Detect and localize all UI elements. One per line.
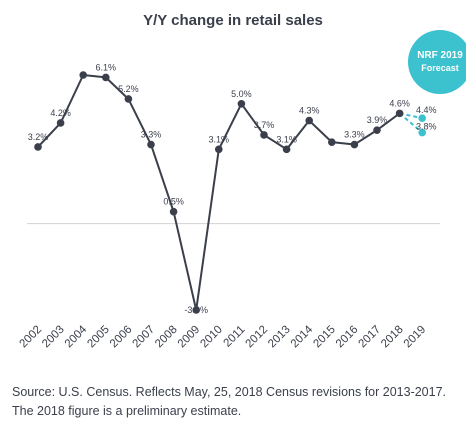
series-line bbox=[37, 74, 401, 311]
data-point-2011 bbox=[237, 99, 246, 108]
x-tick-2004: 2004 bbox=[63, 323, 90, 350]
x-tick-2005: 2005 bbox=[85, 324, 112, 351]
source-line-1: Source: U.S. Census. Reflects May, 25, 2… bbox=[12, 385, 447, 399]
x-tick-2013: 2013 bbox=[266, 324, 293, 351]
data-label-2008: 0.5% bbox=[163, 197, 184, 207]
data-label-2006: 5.2% bbox=[118, 84, 139, 94]
data-point-2015 bbox=[328, 138, 336, 146]
data-point-2009 bbox=[192, 306, 200, 314]
x-tick-2008: 2008 bbox=[153, 324, 180, 351]
data-point-2010 bbox=[215, 145, 223, 154]
data-label-2003: 4.2% bbox=[50, 108, 71, 118]
x-tick-2015: 2015 bbox=[311, 324, 338, 351]
x-tick-2010: 2010 bbox=[198, 324, 225, 351]
data-point-2006 bbox=[124, 95, 133, 103]
forecast-badge-line2: Forecast bbox=[421, 63, 459, 73]
x-tick-2003: 2003 bbox=[40, 324, 67, 351]
data-point-2002 bbox=[34, 143, 42, 151]
x-tick-2006: 2006 bbox=[108, 324, 135, 351]
x-tick-2011: 2011 bbox=[222, 324, 248, 350]
data-label-2009: -3.6% bbox=[184, 305, 208, 315]
data-point-2007 bbox=[147, 140, 155, 149]
data-point-2013 bbox=[282, 145, 291, 154]
data-point-2018 bbox=[395, 109, 404, 118]
data-point-2016 bbox=[350, 140, 359, 149]
data-label-2018: 4.6% bbox=[389, 98, 410, 108]
data-label-2017: 3.9% bbox=[367, 115, 388, 125]
data-point-2014 bbox=[305, 116, 314, 125]
source-line-2: The 2018 figure is a preliminary estimat… bbox=[12, 404, 242, 418]
x-tick-2016: 2016 bbox=[334, 324, 361, 351]
line-chart: 3.2% 4.2% 6.1% 5.2% 3.3% 0.5% -3.6% 3.1% 5.0% 3.7… bbox=[18, 62, 440, 351]
forecast-badge-line1: NRF 2019 bbox=[417, 50, 463, 61]
source-note: Source: U.S. Census. Reflects May, 25, 2… bbox=[12, 383, 462, 421]
data-label-2005: 6.1% bbox=[96, 62, 117, 72]
x-tick-2018: 2018 bbox=[379, 324, 406, 351]
forecast-point-0 bbox=[418, 114, 427, 122]
data-point-2008 bbox=[169, 207, 178, 216]
data-label-2014: 4.3% bbox=[299, 106, 320, 116]
data-label-2013: 3.1% bbox=[276, 134, 297, 144]
data-label-2002: 3.2% bbox=[28, 132, 49, 142]
forecast-point-1 bbox=[418, 128, 427, 137]
x-tick-2017: 2017 bbox=[357, 324, 384, 351]
x-tick-2009: 2009 bbox=[176, 324, 203, 351]
data-label-2010: 3.1% bbox=[209, 134, 230, 144]
data-label-2016: 3.3% bbox=[344, 130, 365, 140]
data-label-2011: 5.0% bbox=[231, 89, 252, 99]
forecast-line-1 bbox=[398, 112, 423, 134]
x-tick-2002: 2002 bbox=[18, 324, 45, 351]
forecast-badge: NRF 2019 Forecast bbox=[408, 30, 466, 94]
chart-title: Y/Y change in retail sales bbox=[143, 12, 323, 29]
x-tick-2012: 2012 bbox=[244, 324, 271, 351]
forecast-label-1: 3.8% bbox=[416, 122, 437, 132]
x-tick-2014: 2014 bbox=[289, 323, 316, 350]
data-point-2012 bbox=[260, 131, 268, 139]
forecast-label-0: 4.4% bbox=[416, 105, 437, 115]
data-point-2004 bbox=[79, 71, 87, 79]
data-label-2012: 3.7% bbox=[254, 120, 275, 130]
data-point-2003 bbox=[56, 119, 65, 127]
x-tick-2007: 2007 bbox=[131, 324, 158, 351]
data-point-2005 bbox=[102, 73, 110, 82]
data-point-2017 bbox=[373, 126, 381, 134]
x-tick-2019: 2019 bbox=[402, 324, 429, 351]
forecast-line-0 bbox=[399, 112, 423, 120]
data-label-2007: 3.3% bbox=[141, 130, 162, 140]
